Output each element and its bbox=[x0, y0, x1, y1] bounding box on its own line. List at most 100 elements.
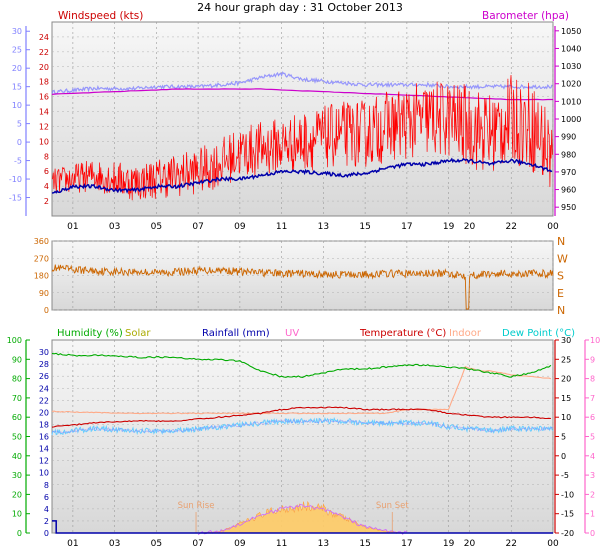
baro-y-tick-label: 1050 bbox=[561, 27, 581, 36]
top-x-tick-label: 03 bbox=[109, 222, 120, 232]
baro-axis-label: Barometer (hpa) bbox=[482, 10, 569, 22]
top-x-tick-label: 17 bbox=[401, 222, 412, 232]
left-y-tick-label: 20 bbox=[39, 408, 49, 417]
left-y-tick-label: 16 bbox=[39, 433, 49, 442]
uv-y-tick-label: 1 bbox=[590, 510, 595, 519]
baro-y-tick-label: 1020 bbox=[561, 80, 581, 89]
top-x-tick-label: 07 bbox=[192, 222, 203, 232]
compass-label: E bbox=[557, 287, 564, 300]
outer-y-tick-label: 20 bbox=[12, 64, 22, 73]
bot-x-tick-label: 09 bbox=[234, 539, 246, 549]
humidity-y-tick-label: 90 bbox=[12, 355, 22, 364]
wind-y-tick-label: 18 bbox=[39, 78, 49, 87]
top-x-tick-label: 19 bbox=[443, 222, 455, 232]
wind-y-tick-label: 22 bbox=[39, 48, 49, 57]
temp-y-tick-label: 30 bbox=[561, 336, 571, 345]
temp-y-tick-label: 15 bbox=[561, 394, 571, 403]
uv-y-tick-label: 0 bbox=[590, 529, 595, 538]
legend-entry: Temperature (°C) bbox=[359, 328, 446, 339]
temp-y-tick-label: 0 bbox=[561, 452, 566, 461]
wind-y-tick-label: 12 bbox=[39, 122, 49, 131]
bot-x-tick-label: 15 bbox=[359, 539, 370, 549]
compass-label: S bbox=[557, 270, 564, 283]
top-x-tick-label: 01 bbox=[67, 222, 78, 232]
outer-y-tick-label: 30 bbox=[12, 27, 22, 36]
left-y-tick-label: 26 bbox=[39, 372, 49, 381]
compass-label: N bbox=[557, 235, 565, 248]
outer-y-tick-label: -15 bbox=[9, 194, 22, 203]
left-y-tick-label: 8 bbox=[44, 481, 49, 490]
humidity-y-tick-label: 20 bbox=[12, 490, 22, 499]
wind-axis-label: Windspeed (kts) bbox=[58, 10, 143, 22]
baro-y-tick-label: 1010 bbox=[561, 97, 581, 106]
top-x-tick-label: 05 bbox=[151, 222, 162, 232]
left-y-tick-label: 6 bbox=[44, 493, 49, 502]
left-y-tick-label: 28 bbox=[39, 360, 49, 369]
left-y-tick-label: 0 bbox=[44, 529, 49, 538]
series-indoor-line bbox=[51, 365, 552, 415]
wind-y-tick-label: 4 bbox=[44, 182, 49, 191]
top-x-tick-label: 20 bbox=[464, 222, 476, 232]
wind-y-tick-label: 10 bbox=[39, 137, 49, 146]
legend-entry: Indoor bbox=[449, 328, 482, 339]
temp-y-tick-label: -5 bbox=[561, 471, 569, 480]
outer-y-tick-label: 15 bbox=[12, 83, 22, 92]
bot-x-tick-label: 03 bbox=[109, 539, 120, 549]
series-humidity-line bbox=[51, 352, 552, 378]
dir-y-tick-label: 270 bbox=[34, 254, 49, 263]
uv-y-tick-label: 10 bbox=[590, 336, 600, 345]
legend-entry: Humidity (%) bbox=[57, 328, 123, 339]
sun-rise-label: Sun Rise bbox=[178, 501, 215, 511]
humidity-y-tick-label: 60 bbox=[12, 413, 22, 422]
wind-y-tick-label: 14 bbox=[39, 108, 49, 117]
baro-y-tick-label: 1040 bbox=[561, 44, 581, 53]
temp-y-tick-label: -20 bbox=[561, 529, 574, 538]
bot-x-tick-label: 05 bbox=[151, 539, 162, 549]
series-dew-point-shadow bbox=[51, 418, 554, 434]
bot-x-tick-label: 00 bbox=[547, 539, 559, 549]
temp-y-tick-label: 5 bbox=[561, 433, 566, 442]
bot-x-tick-label: 11 bbox=[276, 539, 287, 549]
top-x-tick-label: 22 bbox=[506, 222, 517, 232]
legend-entry: Rainfall (mm) bbox=[202, 328, 270, 339]
series-dark-line bbox=[51, 157, 553, 194]
baro-y-tick-label: 970 bbox=[561, 168, 576, 177]
humidity-y-tick-label: 40 bbox=[12, 452, 22, 461]
uv-y-tick-label: 4 bbox=[590, 452, 595, 461]
temp-y-tick-label: 10 bbox=[561, 413, 571, 422]
uv-y-tick-label: 7 bbox=[590, 394, 595, 403]
top-x-tick-label: 11 bbox=[276, 222, 287, 232]
outer-y-tick-label: 5 bbox=[17, 120, 22, 129]
series-rainfall-line bbox=[52, 520, 553, 534]
baro-y-tick-label: 980 bbox=[561, 150, 576, 159]
bot-x-tick-label: 07 bbox=[192, 539, 203, 549]
top-x-tick-label: 00 bbox=[547, 222, 559, 232]
baro-y-tick-label: 1030 bbox=[561, 62, 581, 71]
series-uv-line bbox=[197, 503, 408, 536]
dir-y-tick-label: 360 bbox=[34, 237, 49, 246]
wind-y-tick-label: 8 bbox=[44, 152, 49, 161]
top-x-tick-label: 15 bbox=[359, 222, 370, 232]
left-y-tick-label: 30 bbox=[39, 348, 49, 357]
wind-y-tick-label: 24 bbox=[39, 33, 49, 42]
dir-y-tick-label: 90 bbox=[39, 289, 49, 298]
wind-y-tick-label: 2 bbox=[44, 197, 49, 206]
baro-y-tick-label: 960 bbox=[561, 186, 576, 195]
left-y-tick-label: 2 bbox=[44, 517, 49, 526]
legend-entry: Dew Point (°C) bbox=[502, 328, 575, 339]
top-x-tick-label: 09 bbox=[234, 222, 246, 232]
chart-title: 24 hour graph day : 31 October 2013 bbox=[197, 1, 403, 14]
outer-y-tick-label: 0 bbox=[17, 138, 22, 147]
uv-y-tick-label: 3 bbox=[590, 471, 595, 480]
outer-y-tick-label: -5 bbox=[14, 157, 22, 166]
uv-y-tick-label: 8 bbox=[590, 375, 595, 384]
bot-x-tick-label: 20 bbox=[464, 539, 476, 549]
series-temperature-line bbox=[51, 406, 551, 428]
humidity-y-tick-label: 0 bbox=[17, 529, 22, 538]
bot-x-tick-label: 17 bbox=[401, 539, 412, 549]
uv-y-tick-label: 6 bbox=[590, 413, 595, 422]
top-x-tick-label: 13 bbox=[318, 222, 329, 232]
uv-y-tick-label: 9 bbox=[590, 355, 595, 364]
humidity-y-tick-label: 50 bbox=[12, 433, 22, 442]
